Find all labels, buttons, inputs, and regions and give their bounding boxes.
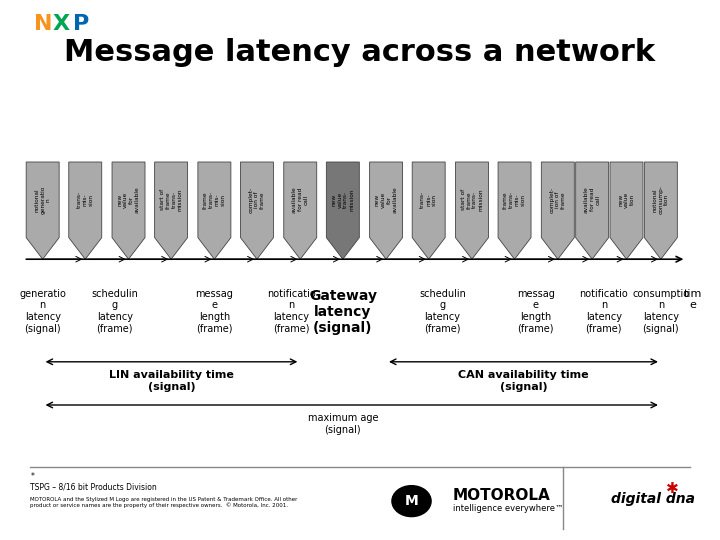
Text: M: M bbox=[405, 494, 418, 508]
Text: available
for read
call: available for read call bbox=[292, 186, 309, 213]
Text: LIN availability time
(signal): LIN availability time (signal) bbox=[109, 370, 234, 392]
Text: messag
e
length
(frame): messag e length (frame) bbox=[195, 289, 233, 334]
Text: start of
frame
trans-
mission: start of frame trans- mission bbox=[461, 188, 483, 211]
Text: schedulin
g
latency
(frame): schedulin g latency (frame) bbox=[91, 289, 138, 334]
Text: consumptio
n
latency
(signal): consumptio n latency (signal) bbox=[632, 289, 690, 334]
Text: intelligence everywhere™: intelligence everywhere™ bbox=[453, 504, 563, 513]
Text: schedulin
g
latency
(frame): schedulin g latency (frame) bbox=[419, 289, 466, 334]
Text: notional
consump-
tion: notional consump- tion bbox=[652, 185, 669, 214]
Polygon shape bbox=[456, 162, 488, 259]
Text: ✱: ✱ bbox=[666, 481, 679, 496]
Text: Gateway
latency
(signal): Gateway latency (signal) bbox=[309, 289, 377, 335]
Text: complet-
ion of
frame: complet- ion of frame bbox=[549, 187, 566, 213]
Text: notional
generatio
n: notional generatio n bbox=[35, 186, 51, 214]
Polygon shape bbox=[198, 162, 231, 259]
Polygon shape bbox=[326, 162, 359, 259]
Text: frame
trans-
mis-
sion: frame trans- mis- sion bbox=[503, 191, 526, 208]
Text: tim
e: tim e bbox=[684, 289, 702, 310]
Text: notificatio
n
latency
(frame): notificatio n latency (frame) bbox=[267, 289, 315, 334]
Text: digital dna: digital dna bbox=[611, 492, 695, 507]
Text: new
value
trans-
mission: new value trans- mission bbox=[332, 188, 354, 211]
Text: complet-
ion of
frame: complet- ion of frame bbox=[248, 187, 265, 213]
Text: trans-
mis-
sion: trans- mis- sion bbox=[77, 191, 94, 208]
Polygon shape bbox=[69, 162, 102, 259]
Polygon shape bbox=[284, 162, 317, 259]
Polygon shape bbox=[26, 162, 59, 259]
Text: X: X bbox=[53, 14, 70, 33]
Text: frame
trans-
mis-
sion: frame trans- mis- sion bbox=[203, 191, 225, 208]
Circle shape bbox=[392, 486, 431, 516]
Polygon shape bbox=[644, 162, 678, 259]
Text: available
for read
call: available for read call bbox=[584, 186, 600, 213]
Text: P: P bbox=[73, 14, 89, 33]
Text: messag
e
length
(frame): messag e length (frame) bbox=[517, 289, 555, 334]
Polygon shape bbox=[498, 162, 531, 259]
Text: new
value
for
available: new value for available bbox=[375, 186, 397, 213]
Polygon shape bbox=[576, 162, 608, 259]
Text: *
TSPG – 8/16 bit Products Division: * TSPG – 8/16 bit Products Division bbox=[30, 472, 157, 492]
Text: start of
frame
trans-
mission: start of frame trans- mission bbox=[160, 188, 182, 211]
Text: MOTOROLA and the Stylized M Logo are registered in the US Patent & Trademark Off: MOTOROLA and the Stylized M Logo are reg… bbox=[30, 497, 297, 508]
Text: N: N bbox=[34, 14, 53, 33]
Text: MOTOROLA: MOTOROLA bbox=[453, 488, 551, 503]
Text: new
value
tion: new value tion bbox=[618, 192, 635, 208]
Polygon shape bbox=[112, 162, 145, 259]
Text: trans-
mis-
sion: trans- mis- sion bbox=[420, 191, 437, 208]
Text: new
value
for
available: new value for available bbox=[117, 186, 140, 213]
Polygon shape bbox=[610, 162, 643, 259]
Text: Message latency across a network: Message latency across a network bbox=[64, 38, 656, 67]
Polygon shape bbox=[413, 162, 445, 259]
Polygon shape bbox=[155, 162, 188, 259]
Text: generatio
n
latency
(signal): generatio n latency (signal) bbox=[19, 289, 66, 334]
Polygon shape bbox=[369, 162, 402, 259]
Text: maximum age
(signal): maximum age (signal) bbox=[307, 413, 378, 435]
Text: CAN availability time
(signal): CAN availability time (signal) bbox=[458, 370, 589, 392]
Polygon shape bbox=[240, 162, 274, 259]
Text: notificatio
n
latency
(frame): notificatio n latency (frame) bbox=[580, 289, 629, 334]
Polygon shape bbox=[541, 162, 575, 259]
